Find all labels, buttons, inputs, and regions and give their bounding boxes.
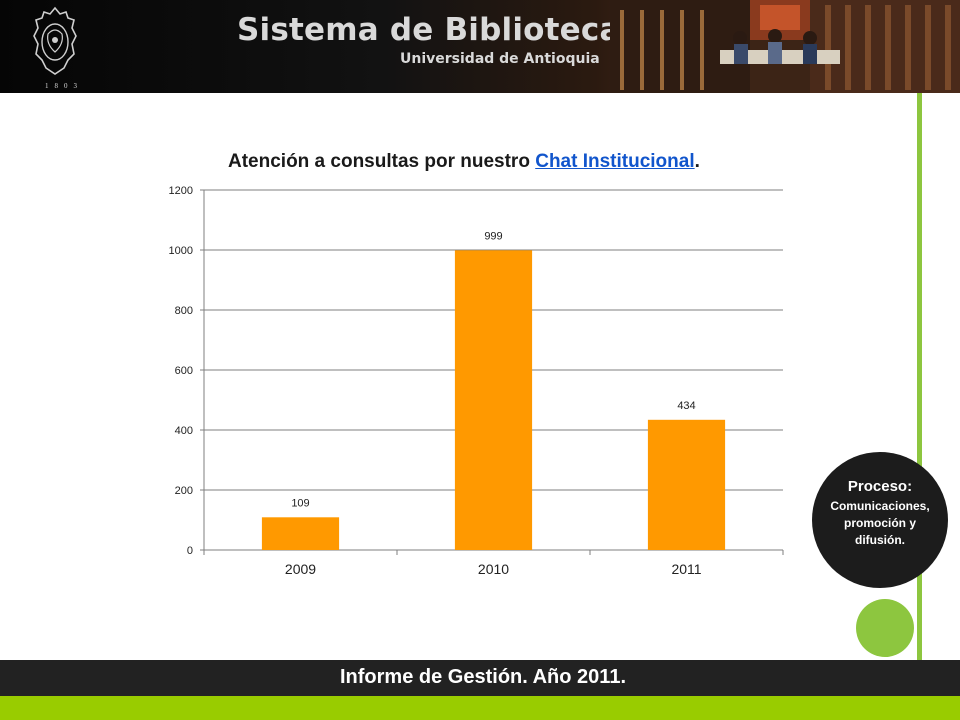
seal-year: 1803 bbox=[45, 82, 83, 90]
y-tick-label: 1000 bbox=[169, 245, 193, 257]
chat-institucional-link[interactable]: Chat Institucional bbox=[535, 151, 695, 172]
y-tick-label: 800 bbox=[175, 305, 193, 317]
data-label-2010: 999 bbox=[484, 230, 502, 242]
chart-title-prefix: Atención a consultas por nuestro bbox=[228, 151, 536, 172]
university-seal-icon bbox=[33, 6, 77, 75]
y-tick-label: 400 bbox=[175, 425, 193, 437]
chart-title-suffix: . bbox=[694, 151, 700, 172]
site-title: Sistema de Bibliotecas bbox=[237, 12, 640, 48]
process-label: Proceso: bbox=[847, 478, 913, 495]
y-tick-label: 200 bbox=[175, 485, 193, 497]
chart-title: Atención a consultas por nuestro Chat In… bbox=[228, 151, 700, 173]
footer-text: Informe de Gestión. Año 2011. bbox=[0, 666, 960, 689]
library-photo bbox=[610, 0, 960, 93]
green-dot-decoration bbox=[856, 599, 914, 657]
y-tick-label: 1200 bbox=[169, 185, 193, 197]
process-circle: Proceso: Comunicaciones, promoción y dif… bbox=[812, 452, 948, 588]
site-subtitle: Universidad de Antioquia bbox=[400, 51, 600, 67]
data-label-2011: 434 bbox=[677, 400, 695, 412]
y-tick-label: 0 bbox=[187, 545, 193, 557]
x-tick-label: 2009 bbox=[285, 561, 316, 577]
data-label-2009: 109 bbox=[291, 497, 309, 509]
y-tick-label: 600 bbox=[175, 365, 193, 377]
footer-green-strip bbox=[0, 696, 960, 720]
bar-2011 bbox=[647, 419, 726, 550]
bar-2010 bbox=[454, 250, 533, 551]
process-text: Comunicaciones, promoción y difusión. bbox=[830, 499, 930, 547]
footer-label: Informe de Gestión. Año 2011. bbox=[340, 666, 626, 688]
x-tick-label: 2010 bbox=[478, 561, 509, 577]
footer-bar bbox=[0, 660, 960, 696]
header-banner: 1803 Sistema de Bibliotecas Universidad … bbox=[0, 0, 960, 93]
green-vertical-line bbox=[917, 93, 922, 660]
x-tick-label: 2011 bbox=[671, 561, 701, 577]
bar-2009 bbox=[261, 517, 340, 550]
